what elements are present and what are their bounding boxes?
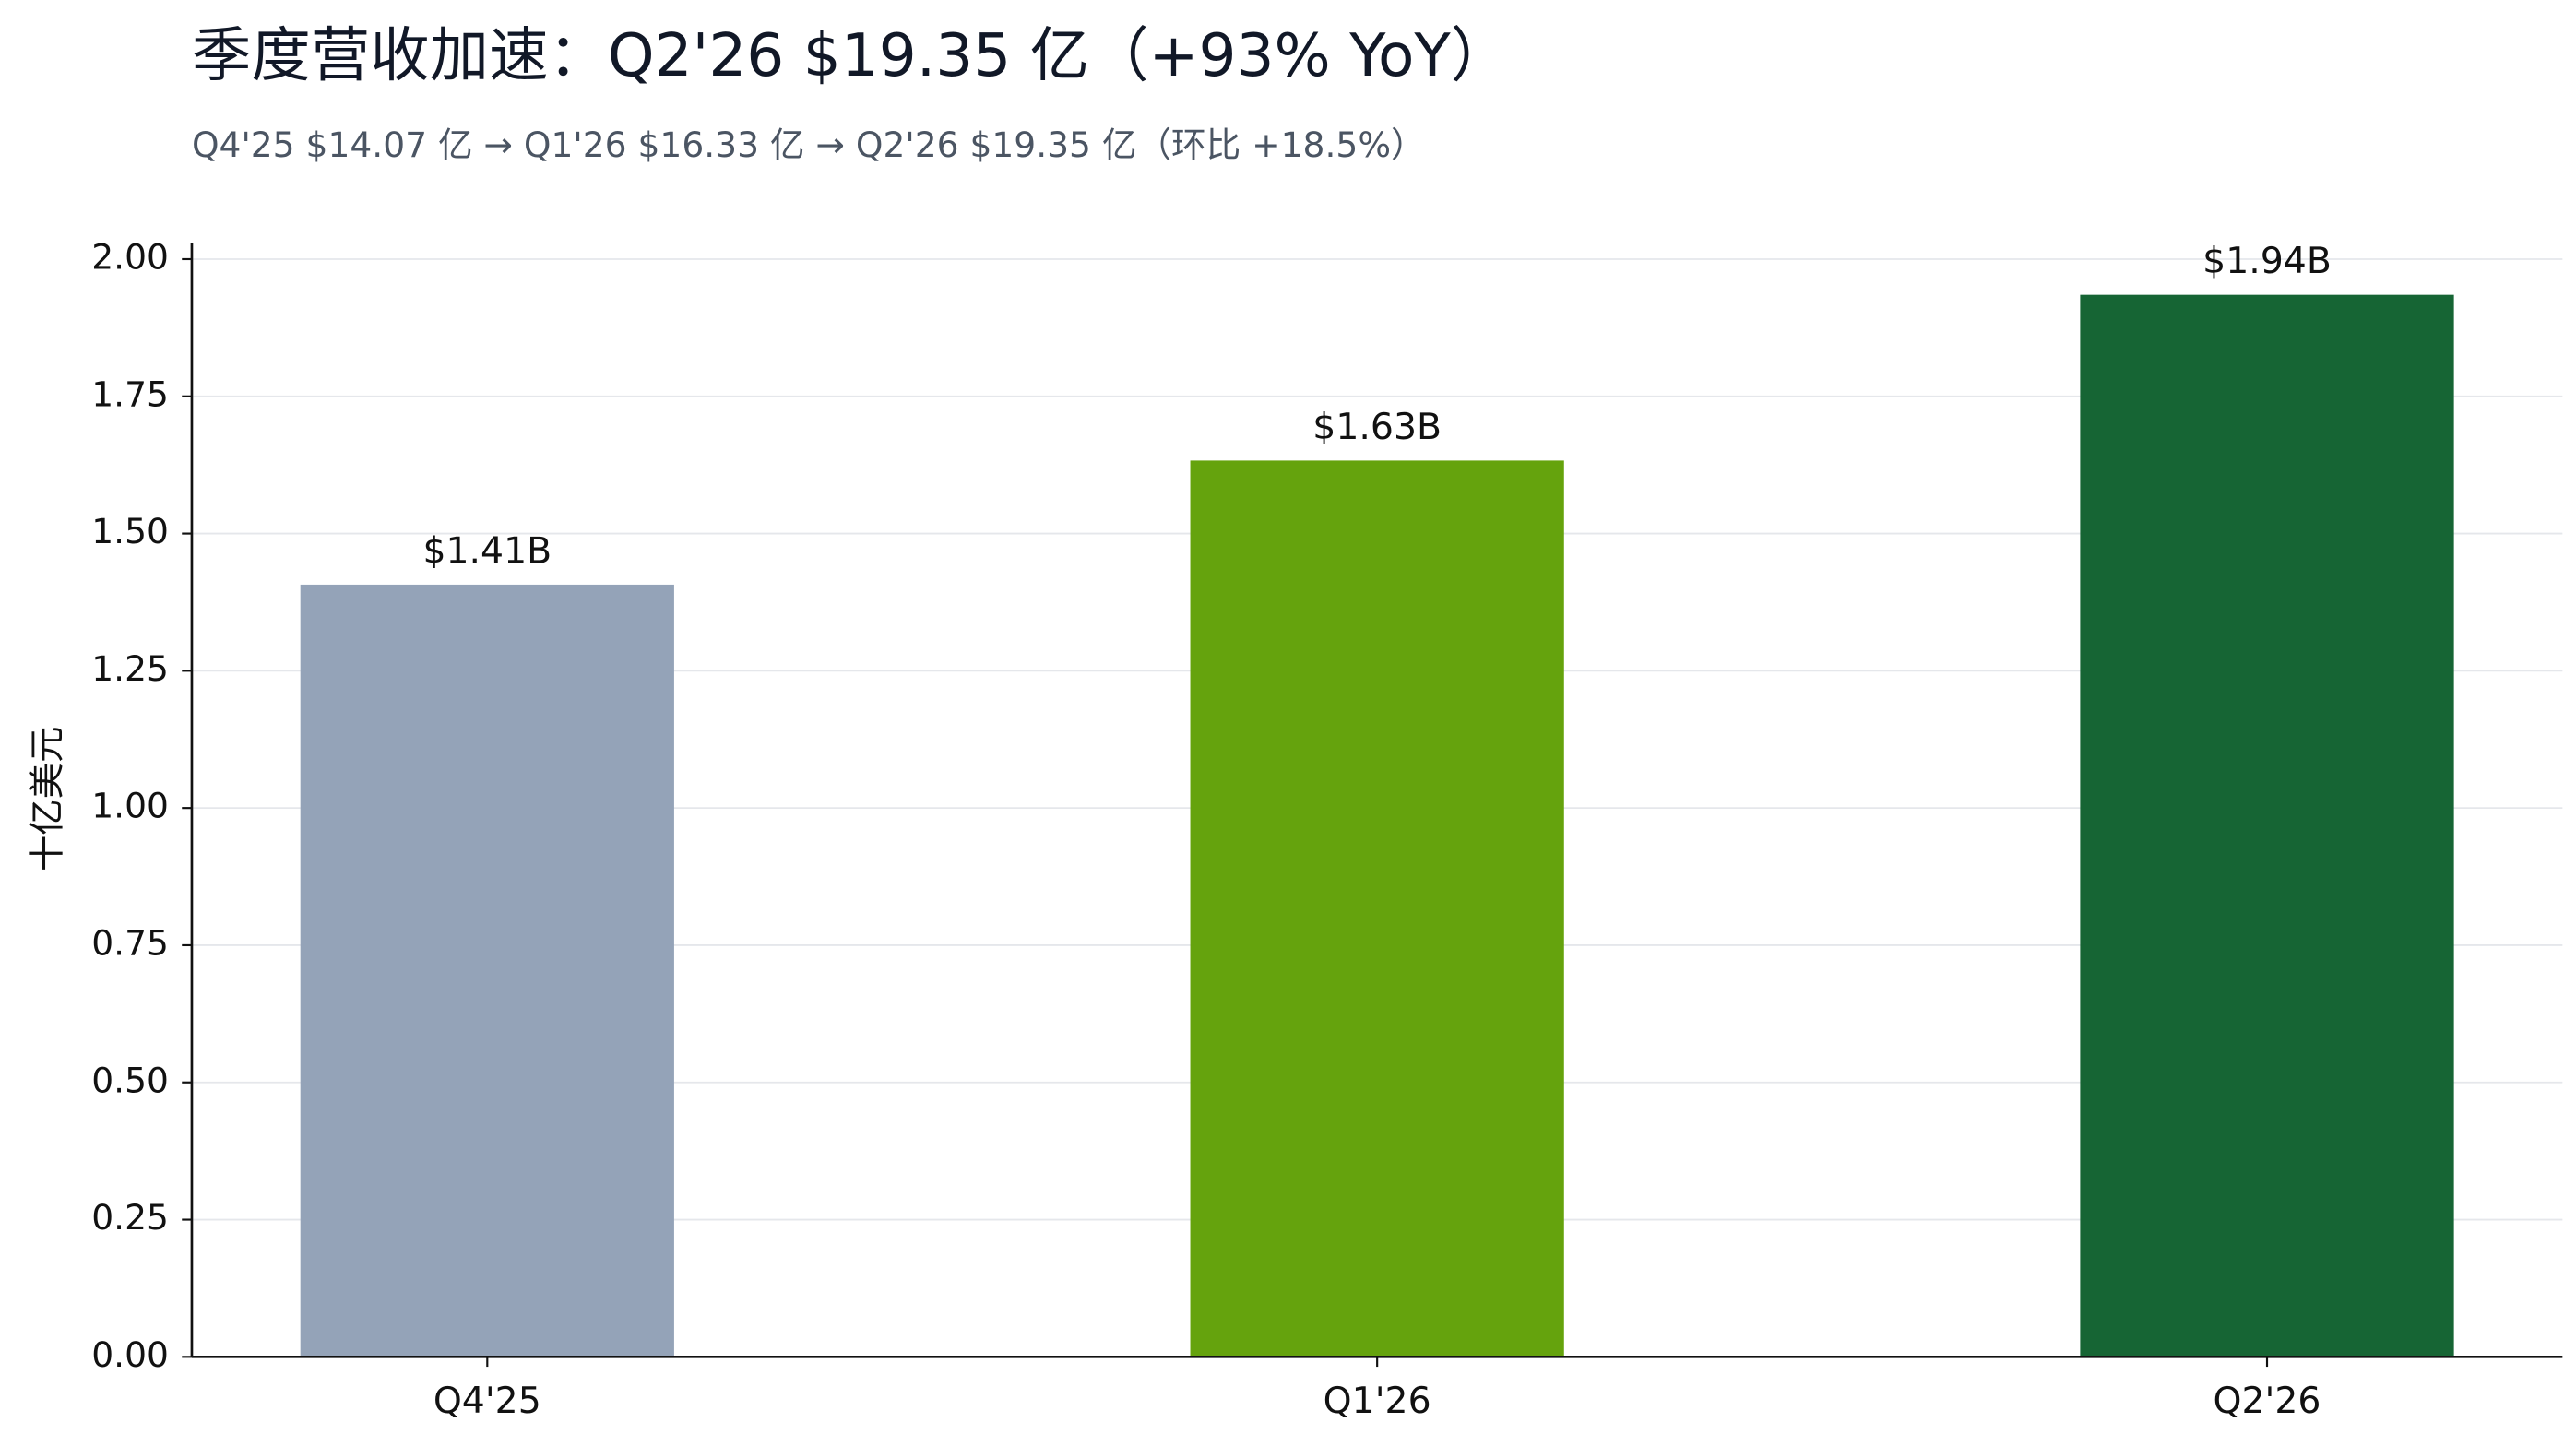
value-label: $1.94B: [2202, 240, 2332, 282]
y-tick-label: 0.00: [91, 1334, 169, 1375]
y-tick-label: 2.00: [91, 236, 169, 277]
chart-subtitle: Q4'25 $14.07 亿 → Q1'26 $16.33 亿 → Q2'26 …: [192, 124, 1426, 165]
x-tick-label: Q2'26: [2214, 1380, 2321, 1422]
y-axis-label: 十亿美元: [27, 727, 69, 871]
y-tick-label: 1.25: [91, 648, 169, 689]
y-tick-label: 0.50: [91, 1060, 169, 1100]
bar: [2080, 294, 2454, 1357]
x-tick-label: Q1'26: [1324, 1380, 1431, 1422]
chart-title: 季度营收加速：Q2'26 $19.35 亿（+93% YoY）: [192, 21, 1510, 90]
x-tick-label: Q4'25: [433, 1380, 541, 1422]
y-tick-label: 0.75: [91, 922, 169, 963]
y-tick-label: 1.75: [91, 373, 169, 414]
bar: [1190, 460, 1564, 1357]
y-tick-label: 0.25: [91, 1197, 169, 1238]
value-label: $1.63B: [1312, 406, 1442, 448]
value-label: $1.41B: [422, 529, 552, 572]
bar: [300, 584, 674, 1357]
y-tick-label: 1.00: [91, 786, 169, 826]
y-tick-label: 1.50: [91, 511, 169, 551]
